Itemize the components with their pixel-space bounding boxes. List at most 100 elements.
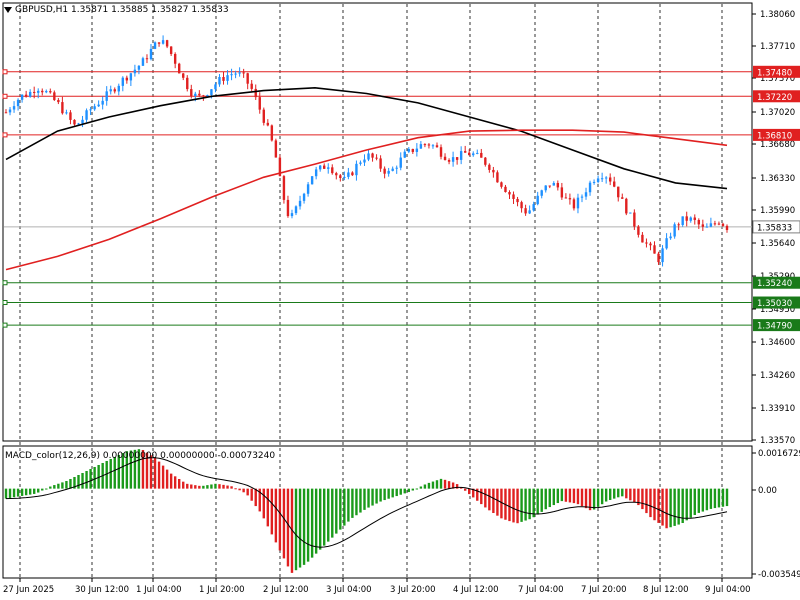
support-tag-label: 1.35240 xyxy=(757,279,792,289)
candle-body xyxy=(665,238,668,249)
macd-bar xyxy=(701,488,705,512)
candle-body xyxy=(367,153,370,160)
candle-body xyxy=(169,46,173,54)
macd-bar xyxy=(411,488,415,491)
macd-bar xyxy=(657,488,660,523)
candle-body xyxy=(49,91,52,93)
candle-body xyxy=(222,76,225,81)
macd-bar xyxy=(721,488,725,507)
macd-bar xyxy=(32,488,36,494)
resistance-handle xyxy=(2,69,8,75)
candle-body xyxy=(512,194,515,199)
macd-bar xyxy=(153,457,157,489)
macd-bar xyxy=(238,488,241,491)
macd-bar xyxy=(629,488,632,501)
candle-body xyxy=(435,145,439,148)
price-tick-label: 1.37020 xyxy=(760,108,795,118)
collapse-triangle-icon[interactable] xyxy=(4,6,12,13)
candle-body xyxy=(540,190,543,196)
price-tick-label: 1.34600 xyxy=(760,338,795,348)
macd-bar xyxy=(282,488,286,559)
candle-body xyxy=(178,63,181,74)
candle-body xyxy=(53,92,56,101)
candle-body xyxy=(306,184,310,194)
macd-bar xyxy=(198,485,201,489)
price-tick-label: 1.35990 xyxy=(760,206,795,216)
macd-bar xyxy=(355,488,358,516)
candle-body xyxy=(117,85,120,92)
candle-body xyxy=(37,90,40,93)
candle-body xyxy=(629,212,632,214)
macd-bar xyxy=(572,488,576,504)
support-tag xyxy=(753,319,800,332)
resistance-handle xyxy=(2,132,8,138)
support-handle xyxy=(2,300,8,306)
candle-body xyxy=(149,48,153,60)
macd-bar xyxy=(318,488,322,550)
price-panel-frame xyxy=(2,2,753,442)
candle-body xyxy=(363,159,366,163)
candle-body xyxy=(576,197,580,209)
candle-body xyxy=(528,210,531,214)
macd-bar xyxy=(97,464,100,489)
macd-bar xyxy=(480,488,483,505)
macd-bar xyxy=(484,488,487,508)
macd-tick-label: 0.0016729 xyxy=(758,449,800,459)
candle-body xyxy=(298,200,302,207)
candle-body xyxy=(105,91,108,101)
candle-body xyxy=(504,186,507,193)
macd-bar xyxy=(173,476,177,489)
macd-bar xyxy=(81,472,84,489)
macd-bar xyxy=(592,488,596,510)
macd-bar xyxy=(443,479,447,489)
macd-bar xyxy=(202,485,205,489)
macd-bar xyxy=(210,484,213,489)
candle-body xyxy=(403,151,406,158)
candle-body xyxy=(427,144,431,146)
candle-body xyxy=(65,112,68,114)
candle-body xyxy=(242,72,245,74)
candle-body xyxy=(186,77,189,90)
candle-body xyxy=(524,208,527,214)
macd-bar xyxy=(613,488,616,499)
candle-body xyxy=(214,84,217,90)
macd-bar xyxy=(161,465,165,489)
candle-body xyxy=(423,144,427,146)
macd-bar xyxy=(568,488,572,503)
macd-bar xyxy=(234,488,237,490)
resistance-tag xyxy=(753,128,800,141)
macd-bar xyxy=(496,488,499,516)
candle-body xyxy=(637,226,640,235)
macd-bar xyxy=(145,452,149,489)
macd-bar xyxy=(69,479,72,489)
candle-body xyxy=(516,198,519,203)
candle-body xyxy=(371,153,374,158)
macd-bar xyxy=(371,488,374,506)
macd-bar xyxy=(625,488,628,499)
macd-bar xyxy=(149,455,153,489)
macd-bar xyxy=(302,488,306,565)
candle-body xyxy=(355,163,358,176)
macd-tick-label: 0.00 xyxy=(758,486,777,496)
candle-body xyxy=(347,172,350,177)
candle-body xyxy=(85,110,88,120)
candle-body xyxy=(379,158,382,169)
macd-bar xyxy=(178,478,181,489)
price-tick-label: 1.34950 xyxy=(760,305,795,315)
macd-bar xyxy=(141,449,145,489)
macd-bar xyxy=(604,488,608,502)
macd-bar xyxy=(423,484,427,489)
candle-body xyxy=(113,89,116,92)
macd-bar xyxy=(476,488,479,501)
macd-bar xyxy=(327,488,330,542)
macd-bar xyxy=(278,488,282,551)
candle-body xyxy=(411,148,415,152)
candle-body xyxy=(250,83,253,89)
macd-bar xyxy=(363,488,366,510)
candle-body xyxy=(20,94,24,100)
candle-body xyxy=(600,178,604,180)
macd-bar xyxy=(419,486,423,489)
macd-bar xyxy=(584,488,588,509)
candle-body xyxy=(717,223,721,225)
candle-body xyxy=(669,236,672,239)
